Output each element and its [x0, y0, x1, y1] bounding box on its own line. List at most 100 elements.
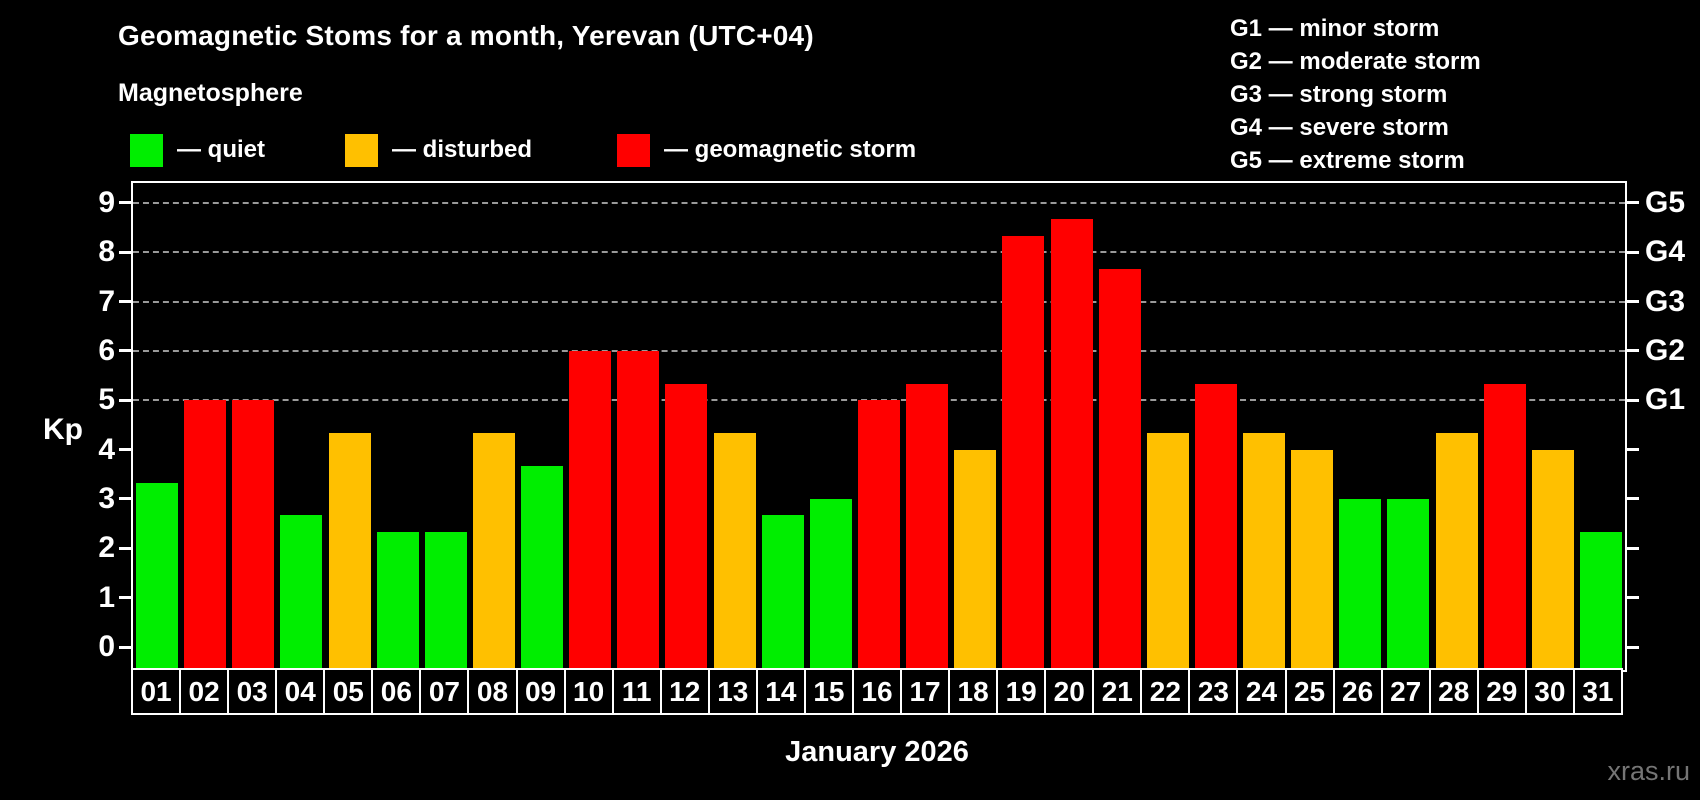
bar-day-02: [184, 400, 227, 670]
storm-scale-line-g5: G5 — extreme storm: [1230, 147, 1465, 174]
day-label-12: 12: [659, 668, 710, 715]
y-tick-left-7: [119, 300, 131, 304]
chart-subtitle: Magnetosphere: [118, 79, 303, 107]
right-axis-label-g5: G5: [1645, 185, 1686, 219]
day-label-04: 04: [275, 668, 326, 715]
day-label-09: 09: [515, 668, 566, 715]
day-label-23: 23: [1188, 668, 1239, 715]
day-label-06: 06: [371, 668, 422, 715]
day-label-11: 11: [611, 668, 662, 715]
plot-area: 0 1 2 3 4 5 6 7 8 9 G1 G2 G3 G4 G5: [98, 181, 1685, 672]
legend-item-storm: — geomagnetic storm: [617, 133, 916, 167]
legend-item-disturbed: — disturbed: [345, 133, 532, 167]
y-tick-label-1: 1: [98, 580, 115, 614]
legend-item-quiet: — quiet: [130, 133, 265, 167]
gridline-kp9: [133, 201, 1625, 204]
y-tick-right-2: [1627, 546, 1639, 550]
bar-day-15: [809, 498, 852, 670]
y-axis-title: Kp: [43, 413, 83, 446]
bar-day-26: [1339, 498, 1382, 670]
bar-day-25: [1291, 449, 1334, 670]
y-tick-label-2: 2: [98, 531, 115, 565]
y-tick-left-1: [119, 596, 131, 600]
y-tick-label-3: 3: [98, 481, 115, 515]
bar-day-24: [1243, 433, 1286, 670]
day-label-14: 14: [755, 668, 806, 715]
day-label-26: 26: [1332, 668, 1383, 715]
y-tick-left-3: [119, 497, 131, 501]
y-tick-left-9: [119, 201, 131, 205]
legend-swatch-disturbed: [345, 133, 378, 167]
day-label-27: 27: [1380, 668, 1431, 715]
day-label-19: 19: [996, 668, 1047, 715]
bar-day-08: [472, 433, 515, 670]
bar-day-22: [1146, 433, 1189, 670]
y-tick-label-8: 8: [98, 235, 115, 269]
day-label-22: 22: [1140, 668, 1191, 715]
storm-scale-line-g1: G1 — minor storm: [1230, 15, 1440, 42]
y-tick-left-8: [119, 250, 131, 254]
bar-day-05: [328, 433, 371, 670]
day-label-18: 18: [948, 668, 999, 715]
bar-day-28: [1435, 433, 1478, 670]
day-label-16: 16: [851, 668, 902, 715]
x-axis-day-labels: 01 02 03 04 05 06 07 08 09 10 11 12 13 14 15 16 17 18 19 20…: [131, 668, 1623, 715]
x-axis-title: January 2026: [785, 736, 969, 768]
bar-day-07: [424, 532, 467, 670]
y-tick-right-0: [1627, 645, 1639, 649]
right-axis-label-g1: G1: [1645, 383, 1686, 417]
day-label-21: 21: [1092, 668, 1143, 715]
storm-scale-line-g4: G4 — severe storm: [1230, 114, 1449, 141]
bar-day-06: [376, 532, 419, 670]
chart-title: Geomagnetic Stoms for a month, Yerevan (…: [118, 20, 814, 51]
y-tick-left-4: [119, 448, 131, 452]
watermark: xras.ru: [1607, 756, 1690, 786]
y-tick-label-9: 9: [98, 185, 115, 219]
bar-day-27: [1387, 498, 1430, 670]
bar-day-03: [232, 400, 275, 670]
right-axis-label-g2: G2: [1645, 333, 1686, 367]
y-tick-right-3: [1627, 497, 1639, 501]
storm-scale-legend: G1 — minor storm G2 — moderate storm G3 — …: [1230, 12, 1481, 177]
y-tick-right-6: [1627, 349, 1639, 353]
day-label-02: 02: [179, 668, 230, 715]
y-tick-label-5: 5: [98, 383, 115, 417]
y-tick-right-1: [1627, 596, 1639, 600]
y-tick-label-6: 6: [98, 333, 115, 367]
gridline-kp6: [133, 349, 1625, 352]
bar-day-09: [521, 465, 564, 670]
day-label-25: 25: [1284, 668, 1335, 715]
bar-day-13: [713, 433, 756, 670]
day-label-28: 28: [1428, 668, 1479, 715]
day-label-29: 29: [1476, 668, 1527, 715]
bar-day-31: [1579, 532, 1622, 670]
bar-day-01: [136, 482, 179, 670]
bar-day-12: [665, 384, 708, 670]
day-label-20: 20: [1044, 668, 1095, 715]
legend-swatch-quiet: [130, 133, 163, 167]
day-label-05: 05: [323, 668, 374, 715]
storm-scale-line-g3: G3 — strong storm: [1230, 81, 1448, 108]
bar-day-23: [1194, 384, 1237, 670]
bar-day-04: [280, 515, 323, 670]
day-label-15: 15: [803, 668, 854, 715]
storm-scale-line-g2: G2 — moderate storm: [1230, 48, 1481, 75]
y-tick-label-0: 0: [98, 630, 115, 663]
bar-day-17: [906, 384, 949, 670]
right-axis-label-g4: G4: [1645, 235, 1686, 269]
day-label-01: 01: [131, 668, 182, 715]
bar-day-10: [569, 350, 612, 670]
legend-label-quiet: — quiet: [177, 136, 265, 163]
day-label-10: 10: [563, 668, 614, 715]
y-tick-right-7: [1627, 300, 1639, 304]
legend-swatch-storm: [617, 133, 650, 167]
day-label-17: 17: [900, 668, 951, 715]
right-axis-label-g3: G3: [1645, 284, 1686, 318]
day-label-07: 07: [419, 668, 470, 715]
y-tick-right-4: [1627, 448, 1639, 452]
day-label-31: 31: [1572, 668, 1623, 715]
bar-day-21: [1098, 268, 1141, 670]
day-label-30: 30: [1524, 668, 1575, 715]
day-label-08: 08: [467, 668, 518, 715]
bar-day-11: [617, 350, 660, 670]
